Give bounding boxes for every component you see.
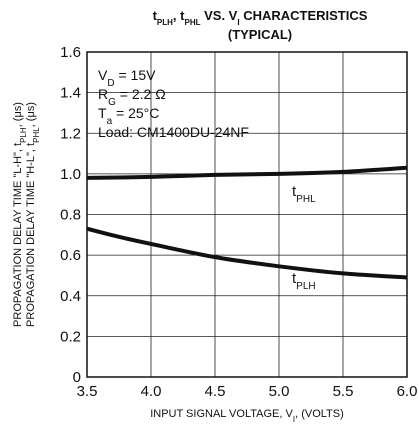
text-part: V bbox=[98, 67, 108, 83]
y-axis-label-1: PROPAGATION DELAY TIME "L-H", tPLH, (μs) bbox=[12, 102, 28, 327]
chart-subtitle: (TYPICAL) bbox=[228, 27, 292, 42]
text-part: = 25°C bbox=[112, 105, 159, 121]
text-part: PROPAGATION DELAY TIME "L-H", t bbox=[12, 143, 24, 327]
text-part: VS. V bbox=[200, 8, 237, 23]
x-tick-label: 5.0 bbox=[269, 383, 290, 400]
text-part: , (μs) bbox=[12, 102, 24, 127]
text-part: R bbox=[98, 86, 108, 102]
text-part: = 2.2 Ω bbox=[116, 86, 166, 102]
condition-label: Ta = 25°C bbox=[98, 105, 159, 127]
x-tick-label: 3.5 bbox=[77, 383, 98, 400]
chart-title: tPLH, tPHL VS. VI CHARACTERISTICS bbox=[153, 8, 368, 27]
data-series bbox=[87, 165, 407, 280]
condition-label: Load: CM1400DU-24NF bbox=[98, 124, 249, 140]
text-part: CHARACTERISTICS bbox=[240, 8, 368, 23]
subscript: PHL bbox=[184, 18, 200, 27]
x-tick-label: 4.0 bbox=[141, 383, 162, 400]
subscript: PHL bbox=[32, 127, 41, 143]
y-tick-label: 0 bbox=[73, 369, 81, 386]
text-part: t bbox=[292, 183, 297, 200]
y-tick-label: 0.6 bbox=[60, 247, 81, 264]
condition-label: VD = 15V bbox=[98, 67, 156, 89]
y-tick-label: 1.0 bbox=[60, 166, 81, 183]
text-part: PROPAGATION DELAY TIME "H-L", t bbox=[25, 143, 37, 327]
text-part: , (VOLTS) bbox=[295, 408, 344, 420]
x-tick-labels: 3.5 4.0 4.5 5.0 5.5 6.0 bbox=[77, 383, 418, 400]
subscript: PLH bbox=[157, 18, 173, 27]
text-part: Load: CM1400DU-24NF bbox=[98, 124, 249, 140]
y-tick-label: 0.8 bbox=[60, 207, 81, 224]
y-axis-label-2: PROPAGATION DELAY TIME "H-L", tPHL, (μs) bbox=[25, 102, 41, 327]
series-line-1 bbox=[87, 226, 407, 280]
text-part: t bbox=[153, 8, 158, 23]
y-tick-label: 0.2 bbox=[60, 328, 81, 345]
subscript: PHL bbox=[296, 194, 316, 205]
text-part: , (μs) bbox=[25, 102, 37, 127]
condition-label: RG = 2.2 Ω bbox=[98, 86, 166, 108]
subscript: G bbox=[108, 97, 116, 108]
subscript: PLH bbox=[19, 127, 28, 143]
text-part: = 15V bbox=[115, 67, 157, 83]
chart-text: tPLH, tPHL VS. VI CHARACTERISTICS(TYPICA… bbox=[12, 8, 368, 424]
series-label-phl: tPHL bbox=[292, 183, 316, 205]
series-line-0 bbox=[87, 165, 407, 180]
subscript: I bbox=[237, 18, 239, 27]
x-tick-label: 4.5 bbox=[205, 383, 226, 400]
subscript: D bbox=[107, 78, 114, 89]
y-tick-label: 0.4 bbox=[60, 288, 81, 305]
y-tick-labels: 0 0.2 0.4 0.6 0.8 1.0 1.2 1.4 1.6 bbox=[60, 44, 81, 386]
text-part: INPUT SIGNAL VOLTAGE, V bbox=[150, 408, 293, 420]
y-tick-label: 1.6 bbox=[60, 44, 81, 61]
text-part: T bbox=[98, 105, 107, 121]
plot-frame bbox=[86, 51, 408, 378]
subscript: PLH bbox=[296, 281, 315, 292]
subscript: a bbox=[107, 116, 113, 127]
x-tick-label: 5.5 bbox=[333, 383, 354, 400]
series-label-plh: tPLH bbox=[292, 270, 316, 292]
subscript: I bbox=[293, 415, 295, 424]
x-axis-label: INPUT SIGNAL VOLTAGE, VI, (VOLTS) bbox=[150, 408, 344, 424]
y-tick-label: 1.4 bbox=[60, 85, 81, 102]
text-part: , t bbox=[173, 8, 185, 23]
y-tick-label: 1.2 bbox=[60, 125, 81, 142]
text-part: t bbox=[292, 270, 297, 287]
x-tick-label: 6.0 bbox=[397, 383, 418, 400]
